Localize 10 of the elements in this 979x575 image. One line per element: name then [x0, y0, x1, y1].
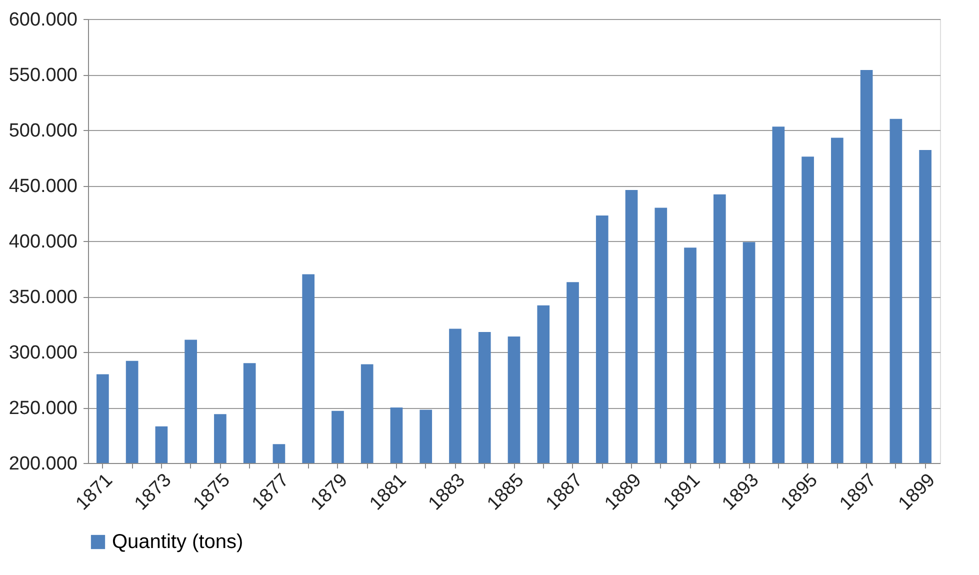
y-tick-label: 550.000 — [8, 65, 78, 86]
legend-label: Quantity (tons) — [112, 531, 244, 553]
y-tick-label: 250.000 — [8, 398, 78, 419]
y-tick-label: 400.000 — [8, 232, 78, 252]
y-tick-label: 200.000 — [8, 454, 78, 474]
y-tick-label: 500.000 — [8, 120, 78, 142]
y-tick-label: 350.000 — [8, 287, 78, 308]
y-tick-label: 300.000 — [8, 342, 78, 364]
y-tick-label: 450.000 — [8, 176, 78, 197]
y-tick-label: 600.000 — [8, 10, 78, 30]
